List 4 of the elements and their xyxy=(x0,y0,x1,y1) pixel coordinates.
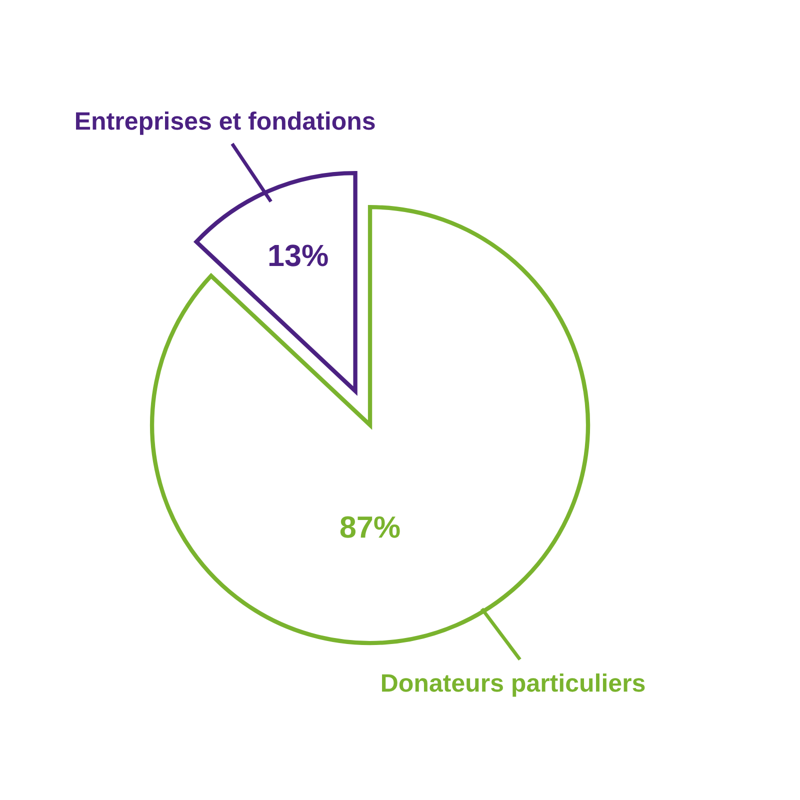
slice-label: Donateurs particuliers xyxy=(382,673,645,697)
data-label: 13% xyxy=(269,244,328,266)
data-label: 87% xyxy=(340,516,400,538)
slice-label: Entreprises et fondations xyxy=(76,112,375,135)
